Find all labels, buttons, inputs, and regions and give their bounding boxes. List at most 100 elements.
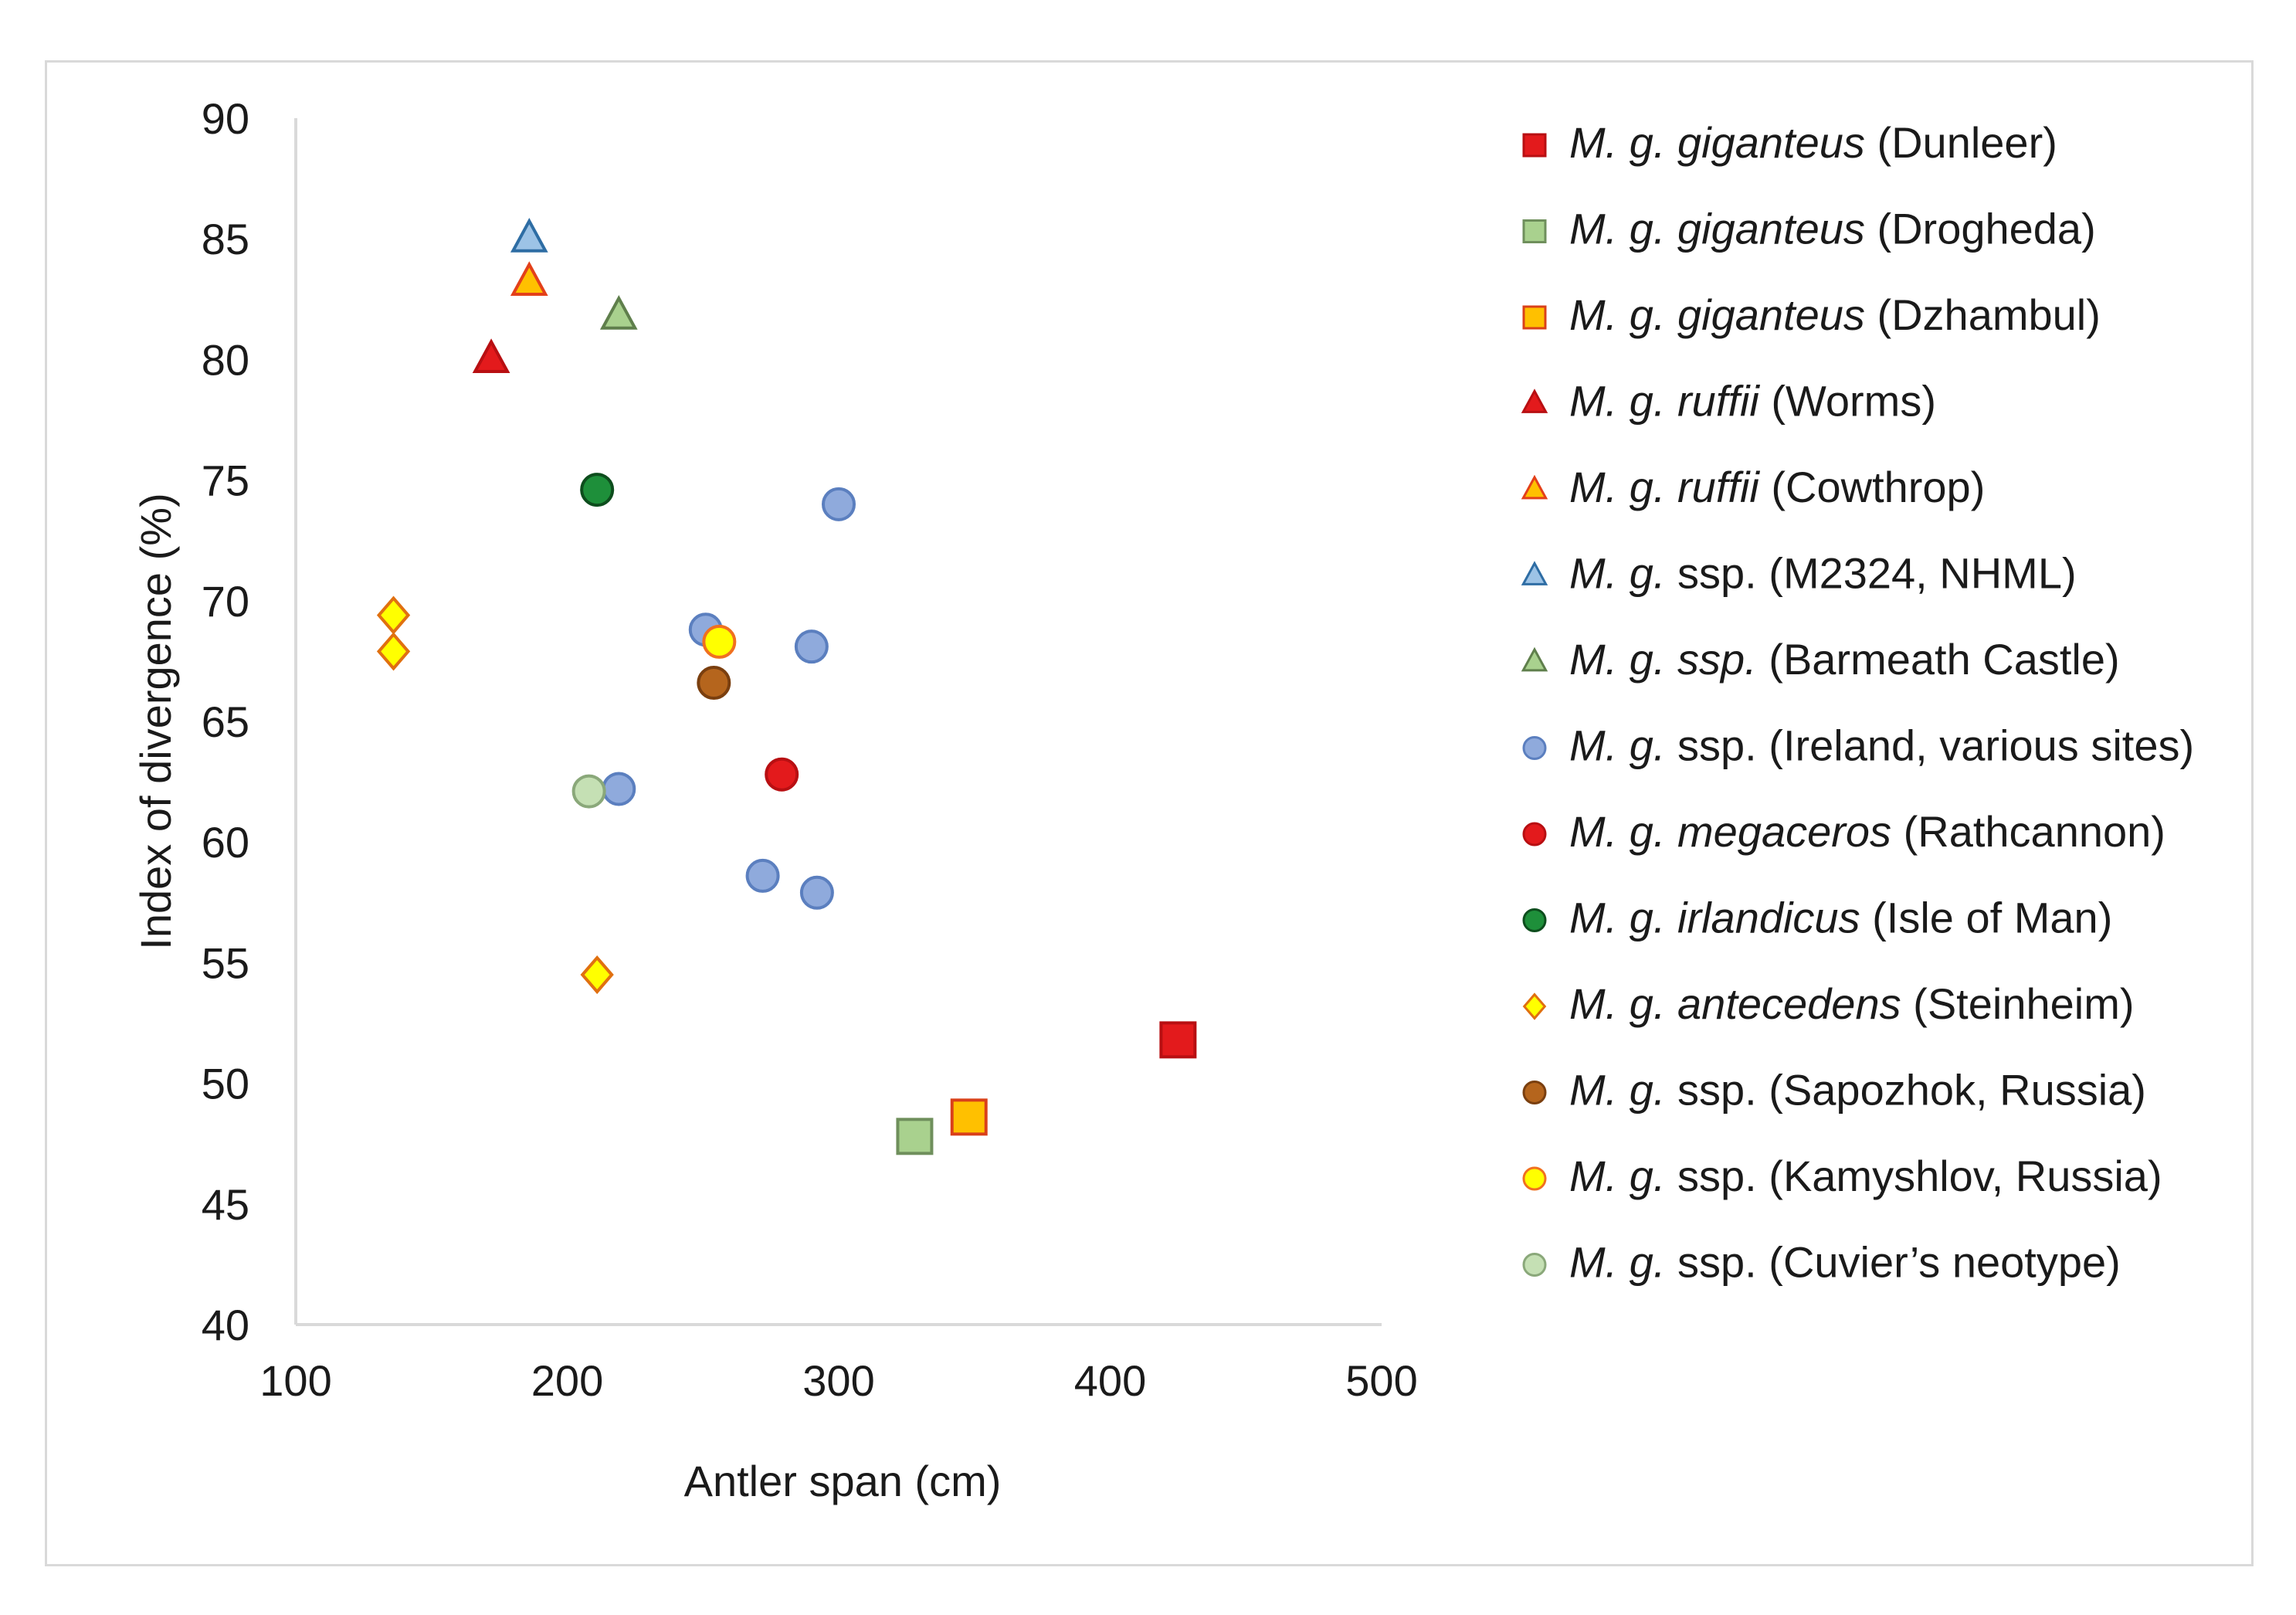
data-point-ireland bbox=[799, 875, 834, 910]
legend-label-italic: M. g. bbox=[1569, 1152, 1665, 1200]
series-sapozhok bbox=[697, 666, 731, 701]
y-tick-label: 75 bbox=[202, 456, 249, 505]
series-steinheim bbox=[376, 595, 614, 995]
legend-marker-m2324 bbox=[1521, 561, 1548, 585]
y-tick-label: 50 bbox=[202, 1060, 249, 1108]
data-point-steinheim bbox=[376, 632, 411, 671]
data-point-ireland bbox=[602, 772, 636, 806]
y-tick-label: 70 bbox=[202, 577, 249, 626]
y-axis-label: Index of divergence (%) bbox=[131, 493, 180, 949]
series-ireland bbox=[602, 487, 856, 910]
legend-label-drogheda: M. g. giganteus (Drogheda) bbox=[1569, 205, 2096, 253]
data-points bbox=[376, 218, 1197, 1155]
data-point-ireland bbox=[822, 487, 856, 521]
legend-label-rest: (Dunleer) bbox=[1865, 118, 2057, 167]
x-tick-label: 400 bbox=[1074, 1356, 1146, 1405]
series-rathcannon bbox=[765, 757, 799, 792]
legend-label-italic: M. g. bbox=[1569, 1238, 1665, 1287]
scatter-chart: 40 45 50 55 60 65 70 75 80 85 90 100 200 300 400 500 An… bbox=[131, 94, 2194, 1505]
legend-label-rest: ssp. (Sapozhok, Russia) bbox=[1665, 1066, 2145, 1115]
legend-entry-steinheim: M. g. antecedens (Steinheim) bbox=[1522, 979, 2134, 1028]
series-dzhambul bbox=[950, 1098, 988, 1136]
legend: M. g. giganteus (Dunleer)M. g. giganteus… bbox=[1521, 118, 2194, 1287]
x-tick-label: 200 bbox=[531, 1356, 603, 1405]
legend-entry-cowthrop: M. g. ruffii (Cowthrop) bbox=[1521, 463, 1985, 511]
legend-label-rest: (Barmeath Castle) bbox=[1757, 635, 2120, 684]
series-kamyshlov bbox=[702, 624, 737, 659]
y-tick-label: 60 bbox=[202, 818, 249, 867]
series-worms bbox=[472, 338, 510, 373]
legend-label-rest: (Worms) bbox=[1759, 377, 1936, 426]
y-tick-label: 40 bbox=[202, 1301, 249, 1349]
legend-marker-isle_of_man bbox=[1522, 908, 1547, 932]
legend-label-italic: M. g. megaceros bbox=[1569, 807, 1891, 856]
y-tick-label: 90 bbox=[202, 94, 249, 143]
legend-label-italic: M. g. giganteus bbox=[1569, 205, 1865, 253]
legend-entry-sapozhok: M. g. ssp. (Sapozhok, Russia) bbox=[1522, 1066, 2146, 1115]
legend-entry-cuvier: M. g. ssp. (Cuvier’s neotype) bbox=[1522, 1238, 2121, 1287]
series-isle_of_man bbox=[580, 473, 615, 507]
legend-label-rest: (Cowthrop) bbox=[1759, 463, 1986, 511]
legend-label-rest: ssp. (Ireland, various sites) bbox=[1665, 721, 2194, 770]
legend-label-italic: M. g. bbox=[1569, 1066, 1665, 1115]
data-point-sapozhok bbox=[697, 666, 731, 701]
legend-label-dunleer: M. g. giganteus (Dunleer) bbox=[1569, 118, 2057, 167]
legend-label-cowthrop: M. g. ruffii (Cowthrop) bbox=[1569, 463, 1985, 511]
legend-label-italic: M. g. antecedens bbox=[1569, 979, 1901, 1028]
legend-label-dzhambul: M. g. giganteus (Dzhambul) bbox=[1569, 290, 2101, 339]
legend-label-rest: ssp. (M2324, NHML) bbox=[1665, 549, 2076, 598]
legend-entry-dunleer: M. g. giganteus (Dunleer) bbox=[1522, 118, 2057, 167]
data-point-cuvier bbox=[571, 774, 606, 809]
data-point-cowthrop bbox=[510, 261, 548, 297]
data-point-isle_of_man bbox=[580, 473, 615, 507]
legend-marker-cuvier bbox=[1522, 1253, 1547, 1277]
axes bbox=[294, 118, 1382, 1326]
legend-label-italic: M. g. giganteus bbox=[1569, 118, 1865, 167]
legend-label-italic: M. g. ruffii bbox=[1569, 377, 1760, 426]
legend-label-rest: (Steinheim) bbox=[1901, 979, 2135, 1028]
legend-entry-barmeath: M. g. ssp. (Barmeath Castle) bbox=[1521, 635, 2120, 684]
tick-labels: 40 45 50 55 60 65 70 75 80 85 90 100 200 300 400 500 bbox=[202, 94, 1418, 1405]
legend-marker-dunleer bbox=[1522, 133, 1547, 158]
y-tick-label: 45 bbox=[202, 1180, 249, 1229]
series-m2324 bbox=[510, 218, 548, 253]
legend-label-rest: ssp. (Cuvier’s neotype) bbox=[1665, 1238, 2120, 1287]
legend-entry-drogheda: M. g. giganteus (Drogheda) bbox=[1522, 205, 2096, 253]
x-tick-label: 100 bbox=[259, 1356, 331, 1405]
legend-label-steinheim: M. g. antecedens (Steinheim) bbox=[1569, 979, 2134, 1028]
legend-label-italic: M. g. bbox=[1569, 721, 1665, 770]
legend-entry-kamyshlov: M. g. ssp. (Kamyshlov, Russia) bbox=[1522, 1152, 2162, 1200]
legend-marker-sapozhok bbox=[1522, 1081, 1547, 1104]
data-point-ireland bbox=[794, 629, 829, 664]
legend-label-rest: ssp. (Kamyshlov, Russia) bbox=[1665, 1152, 2162, 1200]
legend-label-cuvier: M. g. ssp. (Cuvier’s neotype) bbox=[1569, 1238, 2121, 1287]
series-cowthrop bbox=[510, 261, 548, 297]
y-tick-label: 80 bbox=[202, 335, 249, 384]
legend-marker-kamyshlov bbox=[1522, 1166, 1547, 1191]
legend-entry-worms: M. g. ruffii (Worms) bbox=[1521, 377, 1936, 426]
legend-label-worms: M. g. ruffii (Worms) bbox=[1569, 377, 1936, 426]
legend-entry-rathcannon: M. g. megaceros (Rathcannon) bbox=[1522, 807, 2165, 856]
legend-label-barmeath: M. g. ssp. (Barmeath Castle) bbox=[1569, 635, 2120, 684]
series-cuvier bbox=[571, 774, 606, 809]
data-point-worms bbox=[472, 338, 510, 373]
y-tick-label: 55 bbox=[202, 938, 249, 987]
data-point-steinheim bbox=[580, 955, 614, 995]
data-point-ireland bbox=[745, 858, 780, 893]
legend-label-rest: (Drogheda) bbox=[1865, 205, 2096, 253]
data-point-barmeath bbox=[599, 294, 638, 330]
legend-entry-ireland: M. g. ssp. (Ireland, various sites) bbox=[1522, 721, 2194, 770]
legend-marker-steinheim bbox=[1522, 992, 1547, 1020]
legend-entry-m2324: M. g. ssp. (M2324, NHML) bbox=[1521, 549, 2077, 598]
x-axis-label: Antler span (cm) bbox=[684, 1457, 1002, 1505]
legend-marker-ireland bbox=[1522, 736, 1547, 760]
series-drogheda bbox=[896, 1118, 934, 1155]
data-point-drogheda bbox=[896, 1118, 934, 1155]
data-point-m2324 bbox=[510, 218, 548, 253]
legend-label-rest: (Dzhambul) bbox=[1865, 290, 2101, 339]
legend-label-italic: M. g. ssp. bbox=[1569, 635, 1757, 684]
legend-entry-dzhambul: M. g. giganteus (Dzhambul) bbox=[1522, 290, 2101, 339]
legend-label-rest: (Isle of Man) bbox=[1860, 894, 2113, 942]
data-point-rathcannon bbox=[765, 757, 799, 792]
legend-marker-worms bbox=[1521, 388, 1548, 413]
